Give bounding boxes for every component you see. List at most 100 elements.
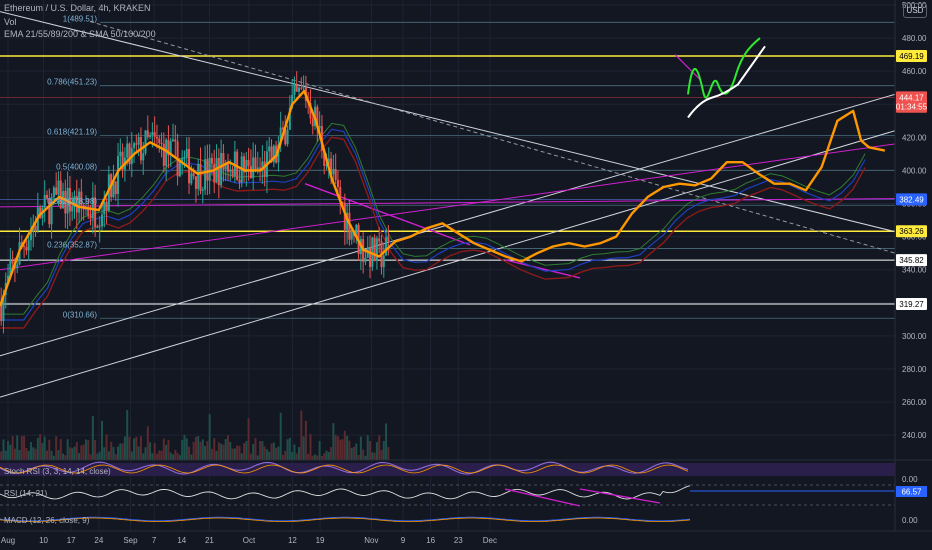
volume-bar <box>277 446 280 460</box>
volume-bar <box>181 439 184 460</box>
candle-body <box>185 149 188 157</box>
candle-body <box>327 158 330 165</box>
volume-bar <box>316 455 319 460</box>
macd-legend: MACD (12, 26, close, 9) <box>4 516 90 525</box>
price-label-box <box>896 49 927 62</box>
price-tick-label: 240.00 <box>902 431 927 440</box>
volume-bar <box>279 412 282 460</box>
volume-bar <box>208 414 211 460</box>
ma-legend[interactable]: EMA 21/55/89/200 & SMA 50/100/200 <box>4 29 156 39</box>
candle-body <box>247 160 250 166</box>
volume-bar <box>48 439 51 460</box>
fib-label: 0.786(451.23) <box>47 78 97 87</box>
rsi-value-label: 66.57 <box>901 488 922 497</box>
time-tick-label: Aug <box>1 536 15 545</box>
candle-body <box>0 302 3 321</box>
volume-bar <box>155 453 158 460</box>
volume-bar <box>20 436 23 460</box>
volume-bar <box>341 439 344 460</box>
volume-bar <box>236 445 239 460</box>
volume-bar <box>27 450 30 460</box>
trendline <box>0 93 895 357</box>
volume-bar <box>135 436 138 460</box>
candle-body <box>229 169 232 172</box>
projection-green <box>687 37 761 99</box>
candle-body <box>126 143 129 158</box>
candle-body <box>293 84 296 95</box>
volume-bar <box>286 439 289 460</box>
volume-bar <box>371 452 374 460</box>
volume-bar <box>352 446 355 460</box>
volume-bar <box>357 455 360 460</box>
volume-bar <box>217 442 220 460</box>
volume-bar <box>385 423 388 460</box>
volume-bar <box>265 449 268 460</box>
candle-body <box>178 161 181 177</box>
volume-bar <box>87 440 90 460</box>
volume-bar <box>190 454 193 460</box>
volume-bar <box>119 443 122 460</box>
volume-bar <box>100 420 103 460</box>
currency-button[interactable]: USD <box>903 3 927 18</box>
volume-bar <box>346 435 349 460</box>
candle-body <box>162 143 165 166</box>
time-tick-label: 9 <box>401 536 406 545</box>
volume-bar <box>36 437 39 460</box>
volume-bar <box>112 446 115 460</box>
horizontal-levels[interactable] <box>0 55 895 305</box>
volume-bar <box>62 453 65 460</box>
time-tick-label: 7 <box>152 536 157 545</box>
volume-bar <box>133 438 136 460</box>
fib-label: 0.382(378.98) <box>47 197 97 206</box>
candle-body <box>279 127 282 145</box>
volume-bar <box>339 439 342 460</box>
price-label-box <box>896 254 927 267</box>
time-tick-label: Dec <box>483 536 497 545</box>
candle-body <box>336 180 339 188</box>
volume-bars <box>0 409 390 460</box>
volume-bar <box>197 436 200 460</box>
candle-body <box>252 157 255 179</box>
candle-body <box>7 275 10 283</box>
volume-bar <box>293 444 296 460</box>
candle-body <box>71 206 74 212</box>
volume-bar <box>121 443 124 460</box>
candle-body <box>114 181 117 195</box>
candle-body <box>16 264 19 269</box>
time-tick-label: Sep <box>123 536 138 545</box>
volume-bar <box>151 453 154 460</box>
volume-bar <box>254 438 257 460</box>
time-axis[interactable]: Aug 10 17 24 Sep 7 14 21 Oct 12 19 Nov 9 16 23 Dec <box>1 536 497 545</box>
volume-bar <box>46 450 49 460</box>
projection-drawings[interactable] <box>687 37 766 119</box>
volume-bar <box>59 439 62 460</box>
volume-bar <box>332 423 335 460</box>
candle-body <box>355 224 358 237</box>
price-label-box <box>896 91 927 104</box>
candle-body <box>94 197 97 227</box>
volume-bar <box>231 448 234 460</box>
candle-body <box>142 153 145 161</box>
symbol-title[interactable]: Ethereum / U.S. Dollar, 4h, KRAKEN <box>4 3 151 13</box>
candle-body <box>105 201 108 211</box>
volume-bar <box>226 435 229 460</box>
candle-body <box>373 237 376 261</box>
trendline <box>0 198 895 208</box>
volume-legend[interactable]: Vol <box>4 17 17 27</box>
volume-bar <box>259 441 262 460</box>
candle-body <box>46 194 49 199</box>
candle-body <box>29 231 32 241</box>
candle-body <box>206 159 209 181</box>
volume-bar <box>323 453 326 460</box>
candle-body <box>291 94 294 108</box>
volume-bar <box>64 455 67 460</box>
volume-bar <box>252 443 255 460</box>
candle-body <box>281 127 284 130</box>
volume-bar <box>4 450 7 460</box>
candle-body <box>300 87 303 89</box>
moving-averages <box>0 122 866 329</box>
stoch-axis-label: 0.00 <box>902 475 918 484</box>
volume-bar <box>380 449 383 460</box>
